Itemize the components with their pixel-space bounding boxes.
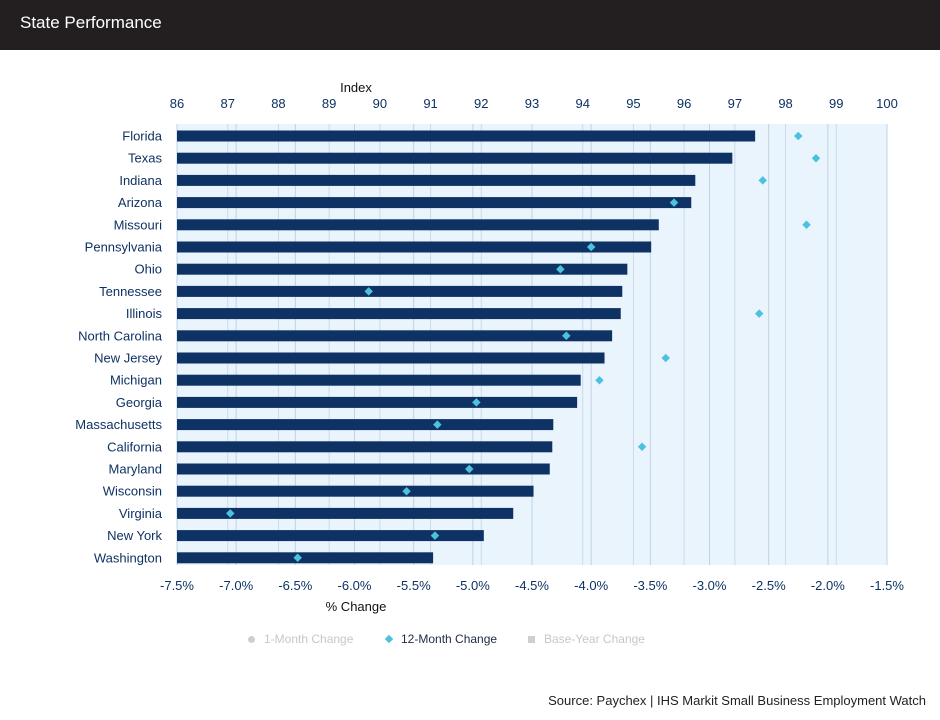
index-bar [177,285,623,297]
top-tick-label: 90 [373,96,387,111]
change-point [472,398,481,407]
bottom-tick-label: -4.0% [574,578,608,593]
change-point [595,375,604,385]
index-bar [177,197,692,209]
change-point [562,331,571,341]
top-tick-label: 89 [322,96,336,111]
legend-label-base-year: Base-Year Change [544,632,645,646]
category-label: New Jersey [94,351,162,366]
bottom-tick-label: -2.0% [811,578,845,593]
index-bar [177,152,733,164]
bottom-tick-label: -2.5% [752,578,786,593]
index-bar [177,419,554,431]
category-label: Michigan [110,373,162,388]
bottom-tick-label: -7.0% [219,578,253,593]
top-tick-label: 93 [525,96,539,111]
bottom-tick-label: -1.5% [870,578,904,593]
index-bar [177,241,652,253]
top-tick-label: 88 [271,96,285,111]
change-point [754,309,764,318]
header-bar: State Performance [0,0,940,50]
category-label: Arizona [118,195,163,210]
category-label: Wisconsin [103,484,162,499]
bottom-tick-label: -5.0% [456,578,490,593]
category-label: Ohio [135,262,162,277]
category-label: Washington [94,550,162,565]
index-bar [177,507,514,519]
index-bar [177,463,550,475]
category-label: Illinois [126,306,163,321]
bottom-tick-label: -3.0% [693,578,727,593]
bottom-axis-label: % Change [326,599,387,614]
index-bar [177,219,659,231]
index-bar [177,308,621,320]
top-tick-label: 94 [575,96,589,111]
category-label: North Carolina [78,328,163,343]
category-label: Missouri [114,217,163,232]
source-note: Source: Paychex | IHS Markit Small Busin… [548,693,926,708]
change-point [402,486,411,496]
bottom-tick-label: -7.5% [160,578,194,593]
diamond-icon [384,634,394,644]
top-tick-label: 91 [423,96,437,111]
category-label: New York [107,528,162,543]
category-label: Tennessee [99,284,162,299]
top-tick-label: 97 [728,96,742,111]
index-bar [177,485,534,497]
top-tick-label: 99 [829,96,843,111]
bottom-tick-label: -4.5% [515,578,549,593]
change-point [430,531,440,540]
category-label: Virginia [119,506,163,521]
top-tick-label: 98 [778,96,792,111]
index-bar [177,441,553,453]
index-bar [177,552,434,564]
chart-legend: 1-Month Change 12-Month Change Base-Year… [0,632,940,650]
square-icon [528,636,535,643]
change-point [465,464,474,474]
category-label: Georgia [116,395,163,410]
change-point [364,287,373,296]
category-label: California [107,439,163,454]
index-bar [177,330,613,342]
change-point [637,442,647,452]
index-bar [177,530,484,542]
top-tick-label: 95 [626,96,640,111]
bottom-tick-label: -6.5% [278,578,312,593]
top-tick-label: 87 [220,96,234,111]
bottom-tick-label: -3.5% [633,578,667,593]
top-tick-label: 86 [170,96,184,111]
index-bar [177,263,628,275]
top-tick-label: 92 [474,96,488,111]
category-label: Maryland [109,462,162,477]
change-point [661,353,670,363]
index-bar [177,130,756,142]
index-bar [177,352,605,364]
top-tick-label: 96 [677,96,691,111]
change-point [433,420,442,429]
change-point [226,509,235,518]
bottom-tick-label: -6.0% [338,578,372,593]
top-tick-label: 100 [876,96,898,111]
category-label: Pennsylvania [85,240,163,255]
index-bar [177,396,578,408]
category-label: Texas [128,151,162,166]
circle-icon [248,636,255,643]
index-bar [177,374,581,386]
bottom-tick-label: -5.5% [397,578,431,593]
legend-label-12-month: 12-Month Change [401,632,498,646]
state-performance-chart: Index % Change 86 87 88 89 90 91 92 93 94 95 96 97 98 9… [75,80,904,614]
change-point [293,553,302,563]
legend-label-1-month: 1-Month Change [264,632,354,646]
index-bar [177,174,696,186]
page-title: State Performance [20,13,162,32]
category-label: Massachusetts [75,417,162,432]
top-axis-label: Index [340,80,372,95]
category-label: Florida [122,129,163,144]
category-label: Indiana [119,173,162,188]
